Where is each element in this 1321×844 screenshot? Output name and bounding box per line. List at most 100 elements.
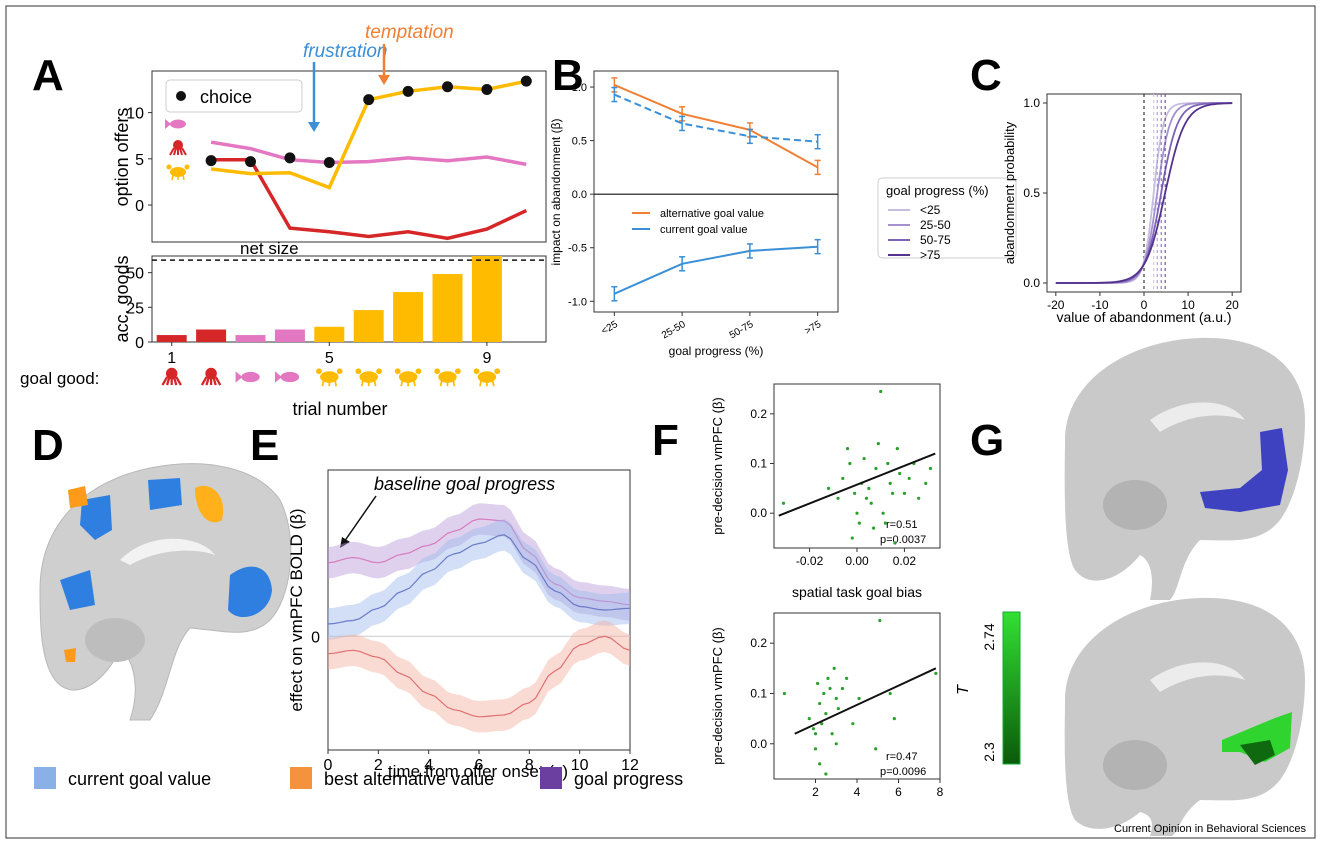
c-xtick-label: -10: [1091, 298, 1109, 312]
crab-leg: [335, 380, 336, 386]
panel-f: pre-decision vmPFC (β) pre-decision vmPF…: [710, 384, 944, 799]
bottom-legend: current goal value best alternative value…: [34, 767, 683, 789]
f-scatter-point: [874, 467, 877, 470]
crab-leg: [362, 380, 363, 386]
f-scatter-point: [865, 497, 868, 500]
e-ytick-label: 0: [311, 629, 320, 646]
crab-claw: [474, 368, 480, 374]
f-scatter-point: [853, 492, 856, 495]
a-bottom-xtick-label: 1: [167, 350, 176, 367]
panel-d-brain-image: [40, 464, 291, 720]
crab-claw: [416, 368, 422, 374]
credit-line: Current Opinion in Behavioral Sciences: [1114, 823, 1306, 835]
panel-b-ylabel: impact on abandonment (β): [549, 119, 563, 266]
f-scatter-point: [814, 747, 817, 750]
panel-e-plot: 00 2 4 6 8 10 12: [311, 503, 639, 774]
colorbar-tick-bottom: 2.3: [981, 742, 997, 762]
activation-orange-1: [68, 486, 88, 508]
f-scatter-point: [886, 462, 889, 465]
f-scatter-point: [877, 442, 880, 445]
colorbar-tick-top: 2.74: [981, 623, 997, 650]
bar: [236, 335, 266, 342]
f-scatter-point: [783, 692, 786, 695]
c-ytick-label: 1.0: [1023, 96, 1040, 110]
f-scatter-point: [858, 522, 861, 525]
f-xtick-label: 0.02: [893, 554, 917, 568]
panel-letter-a: A: [32, 51, 64, 100]
f-scatter-point: [878, 619, 881, 622]
f-scatter-point: [898, 472, 901, 475]
choice-point: [324, 157, 335, 168]
panel-c-ylabel: abandonment probability: [1002, 121, 1017, 264]
f-scatter-point: [826, 677, 829, 680]
f-regression-line: [779, 454, 936, 516]
octopus-icon: [170, 140, 186, 155]
b-ytick-label: -0.5: [568, 243, 587, 255]
choice-point: [481, 84, 492, 95]
panel-a-bottom-plot: 025501 5 9: [126, 256, 546, 386]
b-ytick-label: 0.0: [572, 189, 587, 201]
temptation-annotation: temptation: [365, 22, 454, 43]
goal-good-crab-icon: [474, 368, 500, 386]
c-xtick-label: 10: [1181, 298, 1195, 312]
b-ytick-label: -1.0: [568, 296, 587, 308]
frustration-annotation: frustration: [303, 41, 387, 62]
a-series-line-fish: [211, 142, 526, 164]
f-scatter-point: [841, 477, 844, 480]
b-ytick-label: 1.0: [572, 82, 587, 94]
temptation-arrowhead: [378, 75, 390, 85]
c-legend-label: <25: [920, 203, 941, 217]
choice-point: [521, 76, 532, 87]
f-scatter-point: [835, 697, 838, 700]
goal-good-label: goal good:: [20, 369, 99, 388]
panel-f-bottom-ylabel: pre-decision vmPFC (β): [710, 627, 725, 765]
goal-good-crab-icon: [434, 368, 460, 386]
bar: [433, 274, 463, 342]
crab-leg: [480, 380, 481, 386]
a-bottom-ytick-label: 0: [135, 335, 144, 352]
f-scatter-point: [893, 717, 896, 720]
b-xtick-label: >75: [803, 319, 824, 337]
c-legend-label: >75: [920, 248, 941, 262]
legend-label: goal progress: [574, 769, 683, 789]
f-scatter-point: [867, 487, 870, 490]
f-scatter-point: [833, 667, 836, 670]
f-scatter-point: [816, 682, 819, 685]
fish-tail: [236, 371, 243, 383]
net-size-label: net size: [240, 239, 299, 258]
panel-b-xlabel: goal progress (%): [669, 344, 764, 358]
f-scatter-point: [846, 447, 849, 450]
panel-g: 2.74 2.3 T: [955, 338, 1305, 836]
bar: [314, 327, 344, 342]
f-scatter-point: [872, 527, 875, 530]
f-ytick-label: 0.0: [750, 737, 767, 751]
fish-body: [170, 120, 186, 129]
f-scatter-point: [818, 762, 821, 765]
frustration-arrowhead: [308, 122, 320, 132]
f-scatter-point: [924, 482, 927, 485]
f-xtick-label: 6: [895, 785, 902, 799]
goal-good-fish-icon: [236, 371, 260, 383]
panel-e-annotation: baseline goal progress: [374, 474, 555, 494]
crab-claw: [355, 368, 361, 374]
colorbar-label: T: [955, 684, 972, 695]
f-scatter-point: [831, 732, 834, 735]
activation-orange-3: [64, 648, 76, 662]
choice-point: [206, 155, 217, 166]
f-scatter-point: [884, 522, 887, 525]
f-scatter-point: [891, 492, 894, 495]
f-scatter-point: [903, 492, 906, 495]
panel-e-annotation-arrow: [344, 496, 376, 542]
bar: [393, 292, 423, 342]
choice-point: [284, 152, 295, 163]
crab-leg: [401, 380, 402, 386]
f-scatter-point: [824, 772, 827, 775]
f-scatter-point: [822, 692, 825, 695]
f-xtick-label: 2: [812, 785, 819, 799]
crab-claw: [494, 368, 500, 374]
crab-claw: [316, 368, 322, 374]
b-xtick-label: <25: [600, 319, 621, 337]
panel-f-top-r: r=0.51: [886, 519, 918, 531]
bar: [354, 310, 384, 342]
goal-good-crab-icon: [355, 368, 381, 386]
